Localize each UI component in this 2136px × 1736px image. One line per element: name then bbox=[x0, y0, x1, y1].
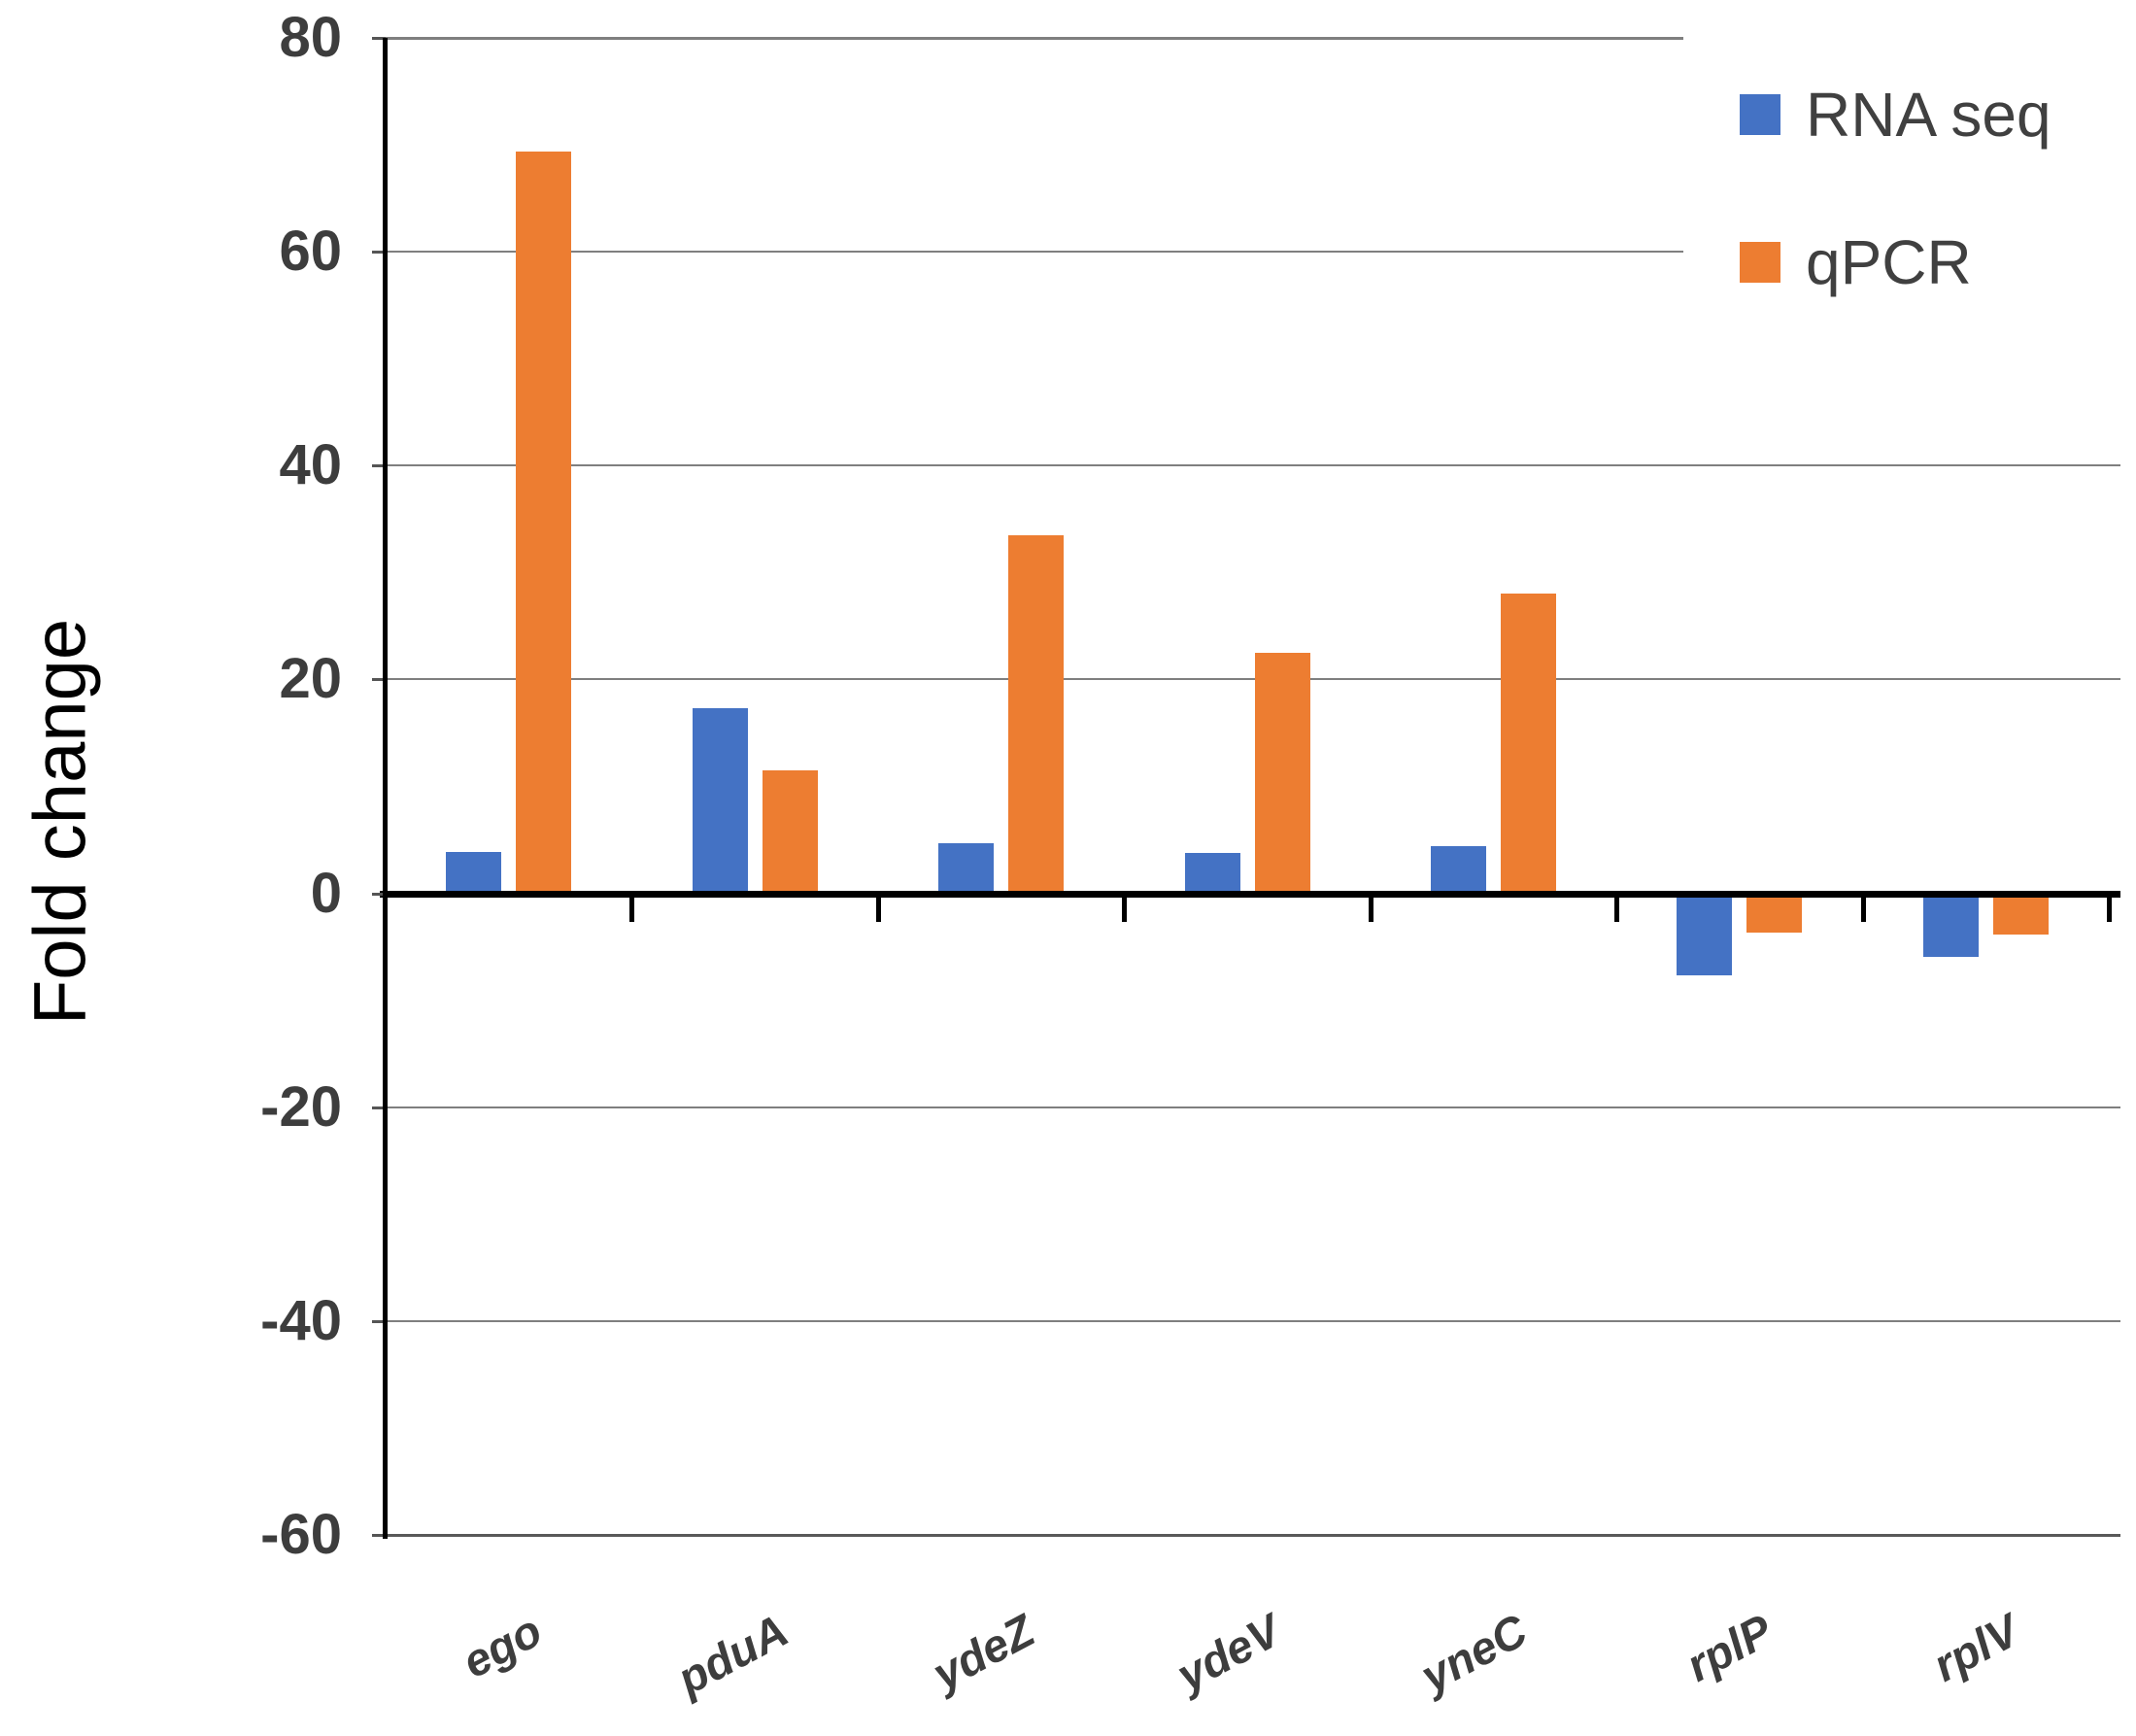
legend-swatch-rna-seq-icon bbox=[1740, 94, 1780, 135]
gridline--60 bbox=[386, 1534, 2120, 1537]
y-tick-label--60: -60 bbox=[260, 1503, 342, 1566]
y-axis-tick-20 bbox=[372, 678, 386, 682]
x-axis-zero-line bbox=[380, 890, 2120, 898]
bar-qpcr-yneC bbox=[1500, 594, 1556, 894]
legend-entry-rna-seq: RNA seq bbox=[1740, 84, 2051, 146]
y-tick-label--40: -40 bbox=[260, 1288, 342, 1352]
gridline-40 bbox=[386, 464, 2120, 467]
x-category-label-ydeV: ydeV bbox=[1168, 1604, 1289, 1701]
x-category-label-pduA: pduA bbox=[668, 1604, 797, 1705]
bar-qpcr-ydeZ bbox=[1008, 534, 1065, 894]
bar-qpcr-rplV bbox=[1992, 893, 2049, 936]
y-axis-tick-60 bbox=[372, 251, 386, 255]
y-tick-label--20: -20 bbox=[260, 1074, 342, 1139]
legend: RNA seq qPCR bbox=[1683, 21, 2136, 295]
bar-qpcr-ydeV bbox=[1254, 652, 1310, 894]
y-axis-tick-0 bbox=[372, 892, 386, 896]
bar-qpcr-ego bbox=[516, 151, 572, 894]
bar-rna-seq-rplP bbox=[1677, 893, 1733, 976]
y-axis-title: Fold change bbox=[18, 618, 102, 1026]
bar-rna-seq-rplV bbox=[1922, 893, 1979, 957]
x-axis-tick-6 bbox=[1860, 895, 1866, 922]
x-category-label-rplP: rplP bbox=[1678, 1604, 1781, 1691]
y-tick-label-0: 0 bbox=[310, 861, 342, 925]
x-category-label-ego: ego bbox=[454, 1604, 551, 1688]
y-axis-tick--40 bbox=[372, 1319, 386, 1323]
gridline-80 bbox=[386, 37, 2120, 40]
y-axis-tick-40 bbox=[372, 464, 386, 468]
y-axis-tick-80 bbox=[372, 37, 386, 40]
gridline--20 bbox=[386, 1106, 2120, 1108]
x-category-label-rplV: rplV bbox=[1924, 1604, 2027, 1691]
bar-qpcr-pduA bbox=[762, 769, 818, 894]
bar-rna-seq-pduA bbox=[692, 708, 748, 894]
legend-entry-qpcr: qPCR bbox=[1740, 231, 1972, 293]
x-axis-tick-4 bbox=[1368, 895, 1373, 922]
legend-label-qpcr: qPCR bbox=[1806, 227, 1972, 297]
gridline-20 bbox=[386, 678, 2120, 681]
bar-rna-seq-ego bbox=[446, 851, 502, 894]
bar-qpcr-rplP bbox=[1746, 893, 1803, 934]
y-tick-label-80: 80 bbox=[279, 6, 342, 69]
x-category-label-ydeZ: ydeZ bbox=[924, 1604, 1042, 1700]
y-axis-tick--20 bbox=[372, 1106, 386, 1109]
gridline-60 bbox=[386, 251, 2120, 254]
bar-rna-seq-ydeV bbox=[1184, 852, 1240, 894]
x-axis-tick-7 bbox=[2107, 895, 2112, 922]
legend-label-rna-seq: RNA seq bbox=[1806, 80, 2051, 150]
y-axis-tick--60 bbox=[372, 1534, 386, 1537]
gridline--40 bbox=[386, 1319, 2120, 1322]
x-axis-tick-1 bbox=[629, 895, 635, 922]
bar-rna-seq-ydeZ bbox=[938, 842, 995, 894]
x-category-label-yneC: yneC bbox=[1411, 1604, 1535, 1702]
y-tick-label-60: 60 bbox=[279, 220, 342, 284]
x-axis-tick-2 bbox=[875, 895, 881, 922]
bar-rna-seq-yneC bbox=[1430, 846, 1486, 894]
legend-swatch-qpcr-icon bbox=[1740, 242, 1780, 283]
x-axis-tick-5 bbox=[1614, 895, 1620, 922]
x-axis-tick-3 bbox=[1122, 895, 1128, 922]
y-tick-label-20: 20 bbox=[279, 647, 342, 711]
y-axis-line bbox=[383, 38, 388, 1539]
y-tick-label-40: 40 bbox=[279, 433, 342, 497]
